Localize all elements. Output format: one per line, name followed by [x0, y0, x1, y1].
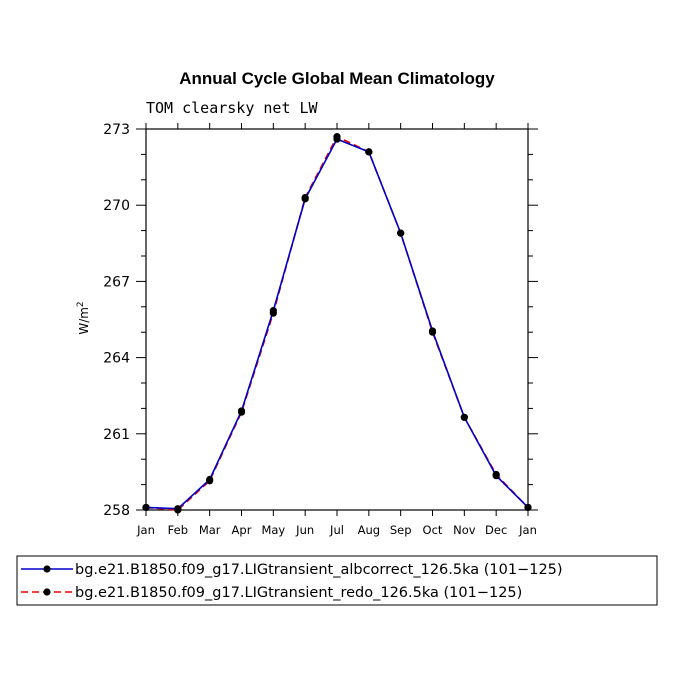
- x-tick-label: Feb: [168, 523, 188, 537]
- x-tick-label: May: [261, 523, 285, 537]
- chart-subtitle: TOM clearsky net LW: [146, 99, 319, 117]
- x-axis: Jan Feb Mar Apr May Jun Jul Aug Sep Oct Nov Dec Jan: [136, 123, 537, 537]
- y-tick-label: 258: [103, 503, 130, 519]
- x-tick-label: Jul: [329, 523, 344, 537]
- x-tick-label: Sep: [390, 523, 412, 537]
- series-0-point: [365, 148, 373, 156]
- series-group: [142, 133, 532, 514]
- legend-box: [16, 555, 658, 606]
- series-0-point: [460, 413, 468, 421]
- y-axis-label: W/m2: [76, 301, 91, 334]
- series-0-point: [492, 472, 500, 480]
- plot-frame: [145, 128, 529, 511]
- series-0-point: [142, 503, 150, 512]
- legend-entry-1: bg.e21.B1850.f09_g17.LIGtransient_redo_1…: [75, 585, 522, 601]
- x-tick-label: Jan: [136, 523, 155, 537]
- legend-marker-1: [43, 588, 51, 596]
- series-0-point: [524, 503, 532, 512]
- series-0-point: [206, 475, 214, 484]
- x-tick-label: Mar: [199, 523, 221, 537]
- series-0-point: [237, 407, 246, 415]
- x-tick-label: Jan: [518, 523, 537, 537]
- x-tick-label: Dec: [485, 523, 507, 537]
- legend-entry-0: bg.e21.B1850.f09_g17.LIGtransient_albcor…: [75, 562, 563, 578]
- series-line-1: [145, 135, 529, 511]
- y-tick-label: 264: [103, 351, 130, 367]
- x-tick-label: Jun: [295, 523, 314, 537]
- y-tick-label: 273: [103, 122, 130, 138]
- y-tick-label: 267: [103, 274, 130, 290]
- y-tick-label: 270: [103, 198, 130, 214]
- series-0-point: [301, 195, 309, 203]
- series-0-point: [397, 229, 405, 237]
- x-tick-label: Apr: [232, 523, 252, 537]
- series-line-0: [145, 138, 529, 510]
- series-0-point: [269, 307, 277, 315]
- y-tick-label: 261: [103, 427, 130, 443]
- legend: bg.e21.B1850.f09_g17.LIGtransient_albcor…: [16, 555, 658, 606]
- chart-title: Annual Cycle Global Mean Climatology: [179, 69, 495, 88]
- series-0-point: [333, 135, 341, 143]
- legend-marker-0: [43, 565, 51, 573]
- y-axis: 258 261 264 267 270 273: [103, 122, 538, 519]
- series-0-point: [174, 505, 182, 513]
- series-0-point: [428, 327, 437, 335]
- x-tick-label: Oct: [423, 523, 443, 537]
- x-tick-label: Aug: [358, 523, 380, 537]
- x-tick-label: Nov: [453, 523, 476, 537]
